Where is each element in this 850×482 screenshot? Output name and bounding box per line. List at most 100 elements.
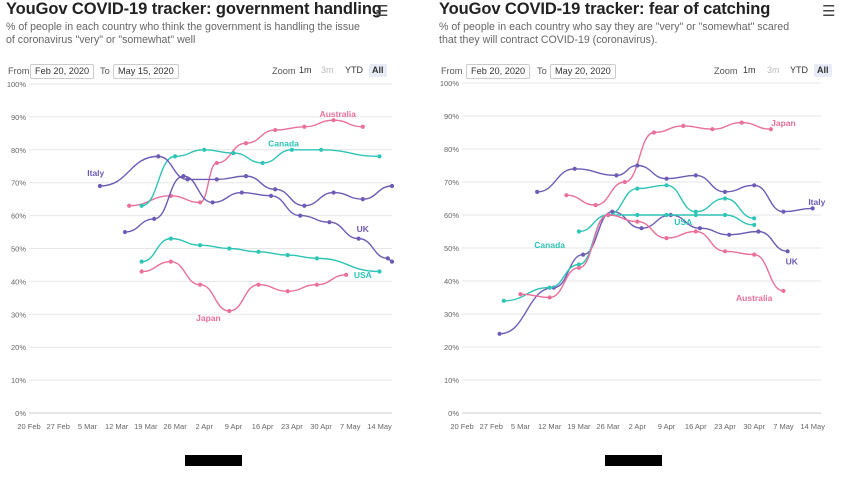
data-point-italy[interactable]	[331, 190, 336, 195]
data-point-canada[interactable]	[722, 196, 728, 201]
data-point-canada[interactable]	[664, 183, 669, 188]
data-point-usa[interactable]	[197, 243, 203, 248]
data-point-uk[interactable]	[756, 229, 761, 234]
data-point-japan[interactable]	[314, 282, 319, 287]
data-point-australia[interactable]	[360, 124, 365, 129]
data-point-uk[interactable]	[639, 226, 644, 231]
data-point-japan[interactable]	[285, 289, 290, 294]
data-point-australia[interactable]	[547, 295, 552, 300]
data-point-usa[interactable]	[664, 212, 669, 218]
series-line-italy[interactable]	[537, 164, 813, 213]
data-point-usa[interactable]	[314, 256, 319, 261]
data-point-japan[interactable]	[227, 308, 232, 314]
data-point-usa[interactable]	[547, 285, 552, 290]
data-point-italy[interactable]	[572, 166, 577, 171]
series-line-usa[interactable]	[141, 237, 380, 273]
data-point-uk[interactable]	[268, 193, 274, 198]
data-point-canada[interactable]	[377, 154, 382, 159]
data-point-uk[interactable]	[497, 331, 502, 336]
data-point-italy[interactable]	[360, 197, 365, 202]
data-point-japan[interactable]	[768, 127, 774, 132]
from-date-input[interactable]: Feb 20, 2020	[30, 64, 95, 79]
data-point-australia[interactable]	[214, 160, 219, 166]
data-point-japan[interactable]	[139, 269, 144, 274]
data-point-canada[interactable]	[202, 147, 207, 152]
data-point-italy[interactable]	[635, 163, 640, 168]
data-point-uk[interactable]	[727, 232, 732, 237]
data-point-australia[interactable]	[197, 200, 203, 205]
data-point-canada[interactable]	[693, 209, 698, 214]
from-date-input[interactable]: Feb 20, 2020	[466, 64, 531, 79]
data-point-uk[interactable]	[327, 220, 332, 225]
data-point-usa[interactable]	[722, 212, 728, 218]
data-point-usa[interactable]	[256, 249, 261, 254]
data-point-italy[interactable]	[214, 177, 219, 182]
data-point-japan[interactable]	[739, 120, 744, 125]
data-point-usa[interactable]	[139, 259, 144, 264]
data-point-canada[interactable]	[172, 154, 178, 159]
data-point-japan[interactable]	[564, 193, 569, 198]
zoom-all-button[interactable]: All	[369, 64, 387, 77]
data-point-usa[interactable]	[501, 298, 506, 303]
data-point-usa[interactable]	[752, 222, 757, 227]
data-point-canada[interactable]	[139, 203, 144, 208]
data-point-australia[interactable]	[693, 229, 698, 234]
data-point-italy[interactable]	[693, 173, 698, 178]
data-point-usa[interactable]	[576, 262, 581, 267]
data-point-australia[interactable]	[576, 265, 581, 270]
data-point-japan[interactable]	[256, 282, 261, 287]
zoom-ytd-button[interactable]: YTD	[345, 65, 363, 75]
zoom-1m-button[interactable]: 1m	[743, 65, 756, 75]
data-point-uk[interactable]	[181, 174, 186, 179]
data-point-uk[interactable]	[298, 213, 303, 218]
data-point-australia[interactable]	[781, 288, 786, 293]
data-point-uk[interactable]	[785, 249, 790, 254]
data-point-uk[interactable]	[580, 252, 586, 257]
to-date-input[interactable]: May 15, 2020	[113, 64, 179, 79]
data-point-uk[interactable]	[389, 259, 395, 264]
data-point-italy[interactable]	[664, 176, 669, 181]
data-point-italy[interactable]	[273, 187, 278, 192]
data-point-italy[interactable]	[243, 174, 249, 179]
data-point-italy[interactable]	[97, 183, 103, 189]
hamburger-menu-icon[interactable]: ☰	[375, 3, 389, 20]
series-line-uk[interactable]	[499, 210, 788, 335]
series-line-canada[interactable]	[141, 149, 380, 207]
data-point-japan[interactable]	[168, 259, 173, 264]
zoom-3m-button[interactable]: 3m	[767, 65, 780, 75]
series-line-italy[interactable]	[99, 155, 393, 207]
data-point-australia[interactable]	[752, 252, 757, 257]
data-point-canada[interactable]	[260, 160, 265, 166]
data-point-australia[interactable]	[243, 141, 249, 146]
series-line-japan[interactable]	[566, 121, 771, 206]
data-point-usa[interactable]	[377, 269, 382, 274]
data-point-uk[interactable]	[356, 236, 361, 241]
data-point-canada[interactable]	[576, 229, 581, 234]
data-point-australia[interactable]	[518, 292, 523, 297]
data-point-uk[interactable]	[610, 209, 615, 214]
data-point-australia[interactable]	[302, 124, 307, 129]
data-point-usa[interactable]	[285, 252, 290, 258]
data-point-australia[interactable]	[664, 236, 669, 241]
data-point-usa[interactable]	[635, 212, 640, 218]
data-point-australia[interactable]	[127, 203, 132, 208]
series-line-japan[interactable]	[141, 260, 347, 312]
data-point-uk[interactable]	[152, 216, 157, 221]
data-point-japan[interactable]	[197, 282, 203, 287]
data-point-canada[interactable]	[231, 150, 236, 156]
data-point-canada[interactable]	[318, 147, 324, 152]
data-point-italy[interactable]	[389, 183, 395, 189]
data-point-uk[interactable]	[122, 229, 128, 235]
data-point-australia[interactable]	[606, 212, 611, 218]
series-line-usa[interactable]	[503, 214, 755, 302]
hamburger-menu-icon[interactable]: ☰	[822, 3, 836, 20]
data-point-uk[interactable]	[697, 226, 703, 231]
data-point-japan[interactable]	[622, 179, 627, 185]
zoom-3m-button[interactable]: 3m	[321, 65, 334, 75]
data-point-australia[interactable]	[331, 118, 336, 123]
data-point-uk[interactable]	[210, 200, 215, 205]
data-point-japan[interactable]	[710, 127, 715, 132]
data-point-italy[interactable]	[810, 206, 815, 211]
data-point-usa[interactable]	[693, 212, 698, 218]
zoom-all-button[interactable]: All	[814, 64, 832, 77]
